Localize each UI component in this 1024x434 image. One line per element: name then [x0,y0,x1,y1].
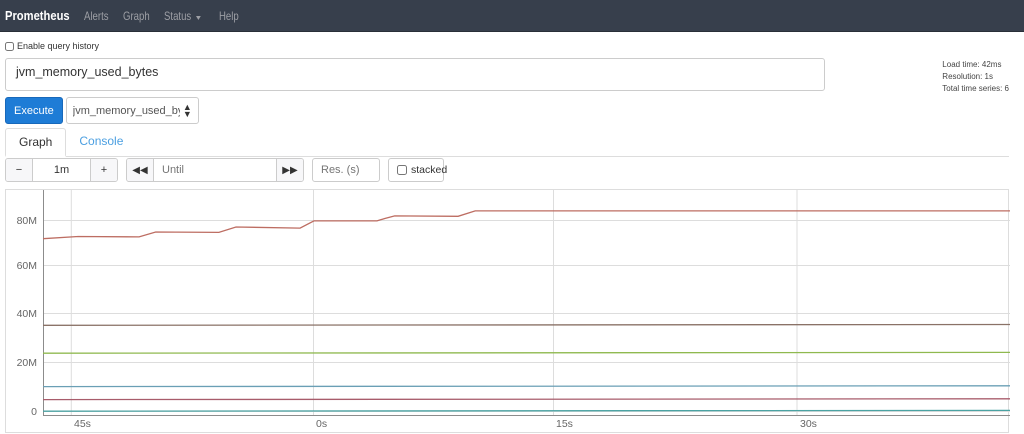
svg-text:30s: 30s [800,418,817,430]
svg-text:40M: 40M [17,308,37,320]
svg-text:45s: 45s [74,418,91,430]
svg-text:80M: 80M [17,215,37,227]
svg-text:15s: 15s [556,418,573,430]
svg-text:20M: 20M [17,357,37,369]
svg-text:0s: 0s [316,418,327,430]
svg-text:60M: 60M [17,260,37,272]
svg-text:0: 0 [31,406,37,418]
